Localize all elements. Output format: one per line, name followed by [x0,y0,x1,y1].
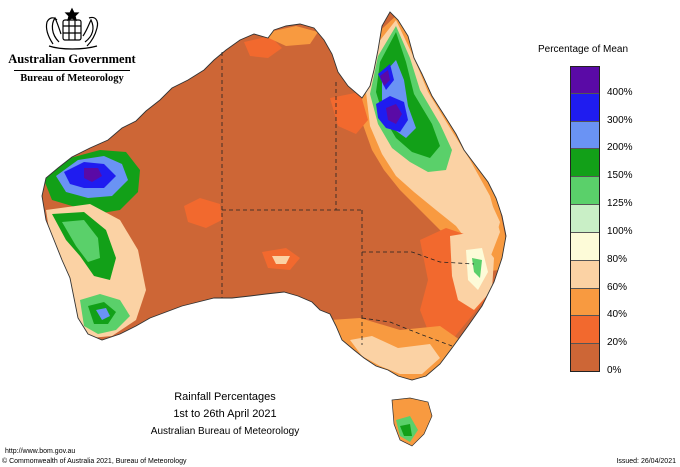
legend-swatch-3 [570,149,600,178]
coat-of-arms-icon [45,7,99,50]
map-source: Australian Bureau of Meteorology [150,426,300,437]
legend-swatch-6 [570,232,600,261]
footer-copyright: © Commonwealth of Australia 2021, Bureau… [2,458,187,465]
legend-swatch-8 [570,288,600,317]
legend-label: 400% [607,86,633,98]
map-title-block: Rainfall Percentages 1st to 26th April 2… [130,389,320,440]
legend-label: 60% [607,281,628,293]
tasmania [391,397,433,447]
legend-colorbar [570,66,600,372]
coastline [41,11,507,381]
legend-label: 40% [607,309,628,321]
legend-label: 80% [607,253,628,265]
map-title: Rainfall Percentages [174,391,276,403]
legend-label: 300% [607,114,633,126]
legend-swatch-0 [570,66,600,94]
legend-swatch-10 [570,344,600,372]
legend-swatch-1 [570,93,600,122]
state-borders [221,52,475,347]
legend-label: 20% [607,337,628,349]
government-name: Australian Government [8,52,136,66]
legend-label: 0% [607,365,622,376]
legend-swatch-2 [570,121,600,150]
legend-label: 125% [607,198,633,210]
footer-issued: Issued: 26/04/2021 [616,458,676,465]
legend-label: 100% [607,225,633,237]
government-logo: Australian Government Bureau of Meteorol… [8,6,136,84]
bureau-name: Bureau of Meteorology [20,73,124,84]
footer-url[interactable]: http://www.bom.gov.au [5,448,76,455]
legend-swatch-4 [570,177,600,206]
legend-label: 150% [607,170,633,182]
legend-title: Percentage of Mean [538,44,629,55]
legend-swatch-7 [570,260,600,289]
legend-swatch-9 [570,316,600,345]
legend-label: 200% [607,142,633,154]
map-period: 1st to 26th April 2021 [173,408,277,420]
legend-swatch-5 [570,205,600,233]
header-divider [14,70,130,71]
